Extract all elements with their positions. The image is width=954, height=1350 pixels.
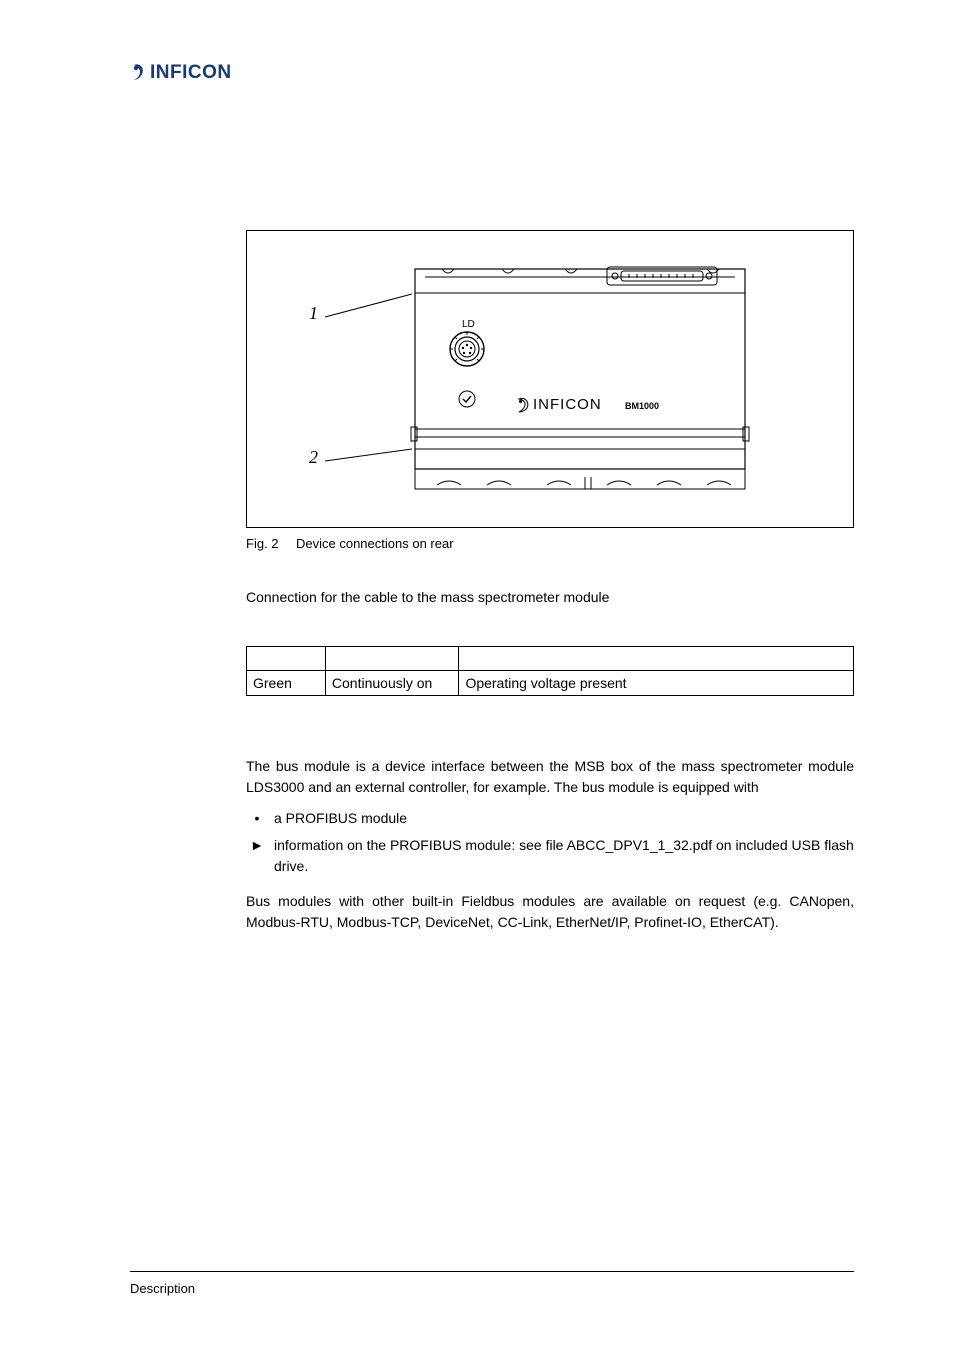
device-diagram: LD <box>307 249 767 509</box>
led-mode-cell: Continuously on <box>325 671 459 696</box>
table-header-cell <box>325 647 459 671</box>
bullet-item: • a PROFIBUS module <box>246 808 854 829</box>
device-brand: INFICON <box>533 396 602 413</box>
footer-label: Description <box>130 1281 195 1296</box>
footer-rule <box>130 1271 854 1272</box>
figure-caption: Fig. 2 Device connections on rear <box>246 536 854 551</box>
device-model: BM1000 <box>625 401 659 411</box>
table-header-cell <box>247 647 326 671</box>
table-row: Green Continuously on Operating voltage … <box>247 671 854 696</box>
port-label: LD <box>462 319 475 330</box>
table-header-row <box>247 647 854 671</box>
bullet-text: information on the PROFIBUS module: see … <box>274 835 854 877</box>
ld-connection-text: Connection for the cable to the mass spe… <box>246 587 854 608</box>
figure-caption-text: Device connections on rear <box>296 536 454 551</box>
content-column: 1 2 <box>246 230 854 943</box>
bullet-marker: • <box>250 808 264 829</box>
logo-mark-icon <box>130 62 148 84</box>
brand-name: INFICON <box>150 62 232 84</box>
bullet-text: a PROFIBUS module <box>274 808 854 829</box>
table-header-cell <box>459 647 854 671</box>
callout-2: 2 <box>309 447 318 468</box>
bullet-item: ► information on the PROFIBUS module: se… <box>246 835 854 877</box>
callout-1: 1 <box>309 303 318 324</box>
status-led-table: Green Continuously on Operating voltage … <box>246 646 854 696</box>
figure-number: Fig. 2 <box>246 536 282 551</box>
triangle-marker-icon: ► <box>250 835 264 877</box>
function-para-2: Bus modules with other built-in Fieldbus… <box>246 891 854 933</box>
brand-logo: INFICON <box>130 62 232 84</box>
page: INFICON 1 2 <box>0 0 954 1350</box>
figure-frame: 1 2 <box>246 230 854 528</box>
led-color-cell: Green <box>247 671 326 696</box>
led-meaning-cell: Operating voltage present <box>459 671 854 696</box>
function-para-1: The bus module is a device interface bet… <box>246 756 854 798</box>
